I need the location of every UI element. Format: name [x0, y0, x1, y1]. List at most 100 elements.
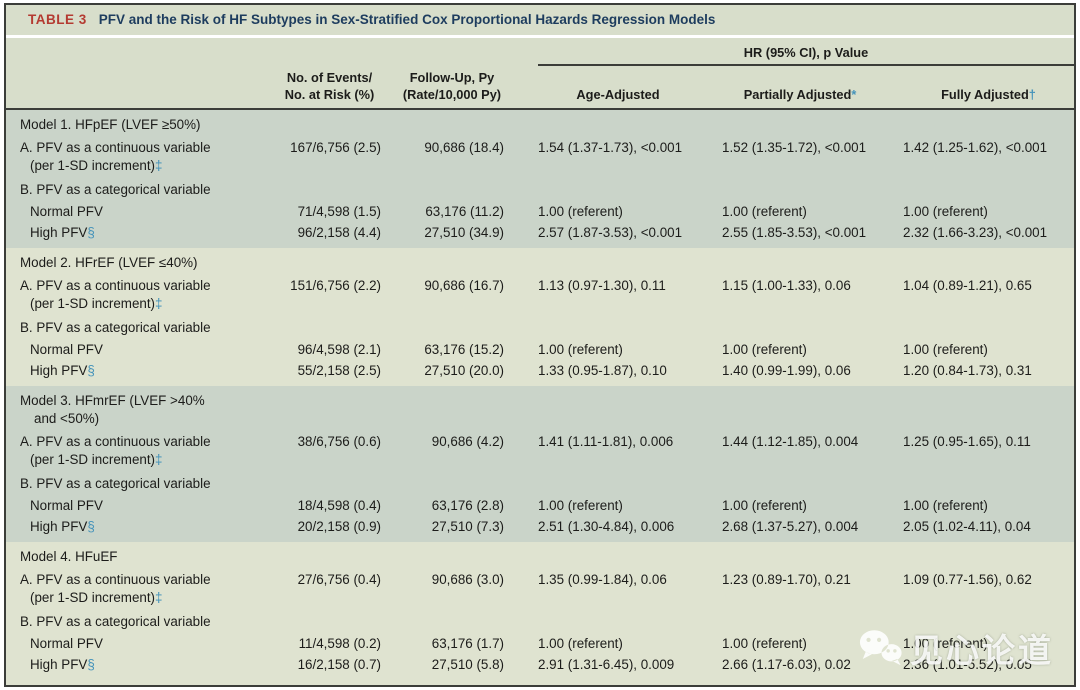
model-block: Model 3. HFmrEF (LVEF >40% and <50%) A. PF… [6, 386, 1074, 542]
table-row: B. PFV as a categorical variable [6, 181, 1074, 199]
column-header-events: No. of Events/ No. at Risk (%) [268, 69, 391, 108]
normal-pfv-label-cell: Normal PFV [6, 497, 268, 515]
categorical-label: B. PFV as a categorical variable [20, 476, 211, 491]
events-cell: 18/4,598 (0.4) [297, 498, 381, 513]
table-row: High PFV§ 16/2,158 (0.7) 27,510 (5.8) 2.91 … [6, 656, 1074, 680]
continuous-label: A. PFV as a continuous variable [20, 434, 211, 449]
high-pfv-label: High PFV [30, 363, 88, 378]
followup-cell: 27,510 (20.0) [424, 363, 504, 378]
continuous-label: A. PFV as a continuous variable [20, 278, 211, 293]
hr-group-header: HR (95% CI), p Value [538, 44, 1074, 66]
continuous-sublabel-line: (per 1-SD increment)‡ [20, 589, 268, 607]
table-frame: TABLE 3 PFV and the Risk of HF Subtypes … [4, 3, 1076, 687]
model-title-line: Model 4. HFuEF [20, 549, 118, 564]
header-body-rule [6, 108, 1074, 110]
hr-full-cell: 2.36 (1.01-5.52), 0.05 [903, 657, 1032, 672]
continuous-label-cell: A. PFV as a continuous variable (per 1-SD… [6, 139, 268, 175]
table-row: B. PFV as a categorical variable [6, 475, 1074, 493]
high-pfv-label-cell: High PFV§ [6, 224, 268, 242]
table-row: Normal PFV 71/4,598 (1.5) 63,176 (11.2) 1.0… [6, 203, 1074, 221]
continuous-sublabel-line: (per 1-SD increment)‡ [20, 451, 268, 469]
footnote-marker: § [87, 363, 95, 378]
column-header-partial-label: Partially Adjusted [743, 87, 852, 102]
hr-full-cell: 1.00 (referent) [903, 204, 988, 219]
normal-pfv-label-cell: Normal PFV [6, 635, 268, 653]
followup-cell: 27,510 (5.8) [431, 657, 504, 672]
hr-full-cell: 2.05 (1.02-4.11), 0.04 [903, 519, 1031, 534]
table-row: High PFV§ 55/2,158 (2.5) 27,510 (20.0) 1.33… [6, 362, 1074, 386]
footnote-marker: ‡ [155, 590, 163, 605]
column-header-age-adjusted: Age-Adjusted [513, 86, 698, 108]
hr-age-cell: 1.41 (1.11-1.81), 0.006 [538, 434, 674, 449]
categorical-label: B. PFV as a categorical variable [20, 182, 211, 197]
model-title-cell: Model 3. HFmrEF (LVEF >40% and <50%) [6, 392, 268, 428]
column-header-events-line1: No. of Events/ [286, 70, 373, 85]
events-cell: 38/6,756 (0.6) [297, 434, 381, 449]
followup-cell: 63,176 (11.2) [425, 204, 504, 219]
table-row: A. PFV as a continuous variable (per 1-SD… [6, 139, 1074, 175]
followup-cell: 63,176 (2.8) [431, 498, 504, 513]
events-cell: 151/6,756 (2.2) [290, 278, 381, 293]
column-header-age-label: Age-Adjusted [576, 87, 660, 102]
hr-partial-cell: 2.55 (1.85-3.53), <0.001 [722, 225, 867, 240]
followup-cell: 90,686 (18.4) [424, 140, 504, 155]
continuous-sublabel: (per 1-SD increment) [30, 452, 156, 467]
hr-age-cell: 1.35 (0.99-1.84), 0.06 [538, 572, 667, 587]
footnote-marker: § [87, 519, 95, 534]
events-cell: 16/2,158 (0.7) [297, 657, 381, 672]
hr-full-cell: 1.09 (0.77-1.56), 0.62 [903, 572, 1032, 587]
table-row: High PFV§ 20/2,158 (0.9) 27,510 (7.3) 2.51 … [6, 518, 1074, 542]
hr-partial-cell: 1.00 (referent) [722, 498, 807, 513]
hr-partial-cell: 1.00 (referent) [722, 342, 807, 357]
table-row: A. PFV as a continuous variable (per 1-SD… [6, 277, 1074, 313]
hr-full-cell: 1.00 (referent) [903, 342, 988, 357]
footnote-marker: † [1028, 87, 1036, 102]
table-number-label: TABLE 3 [28, 12, 87, 27]
footnote-marker: * [851, 87, 857, 102]
followup-cell: 63,176 (1.7) [431, 636, 504, 651]
table-row: Model 3. HFmrEF (LVEF >40% and <50%) [6, 386, 1074, 428]
continuous-label-cell: A. PFV as a continuous variable (per 1-SD… [6, 433, 268, 469]
followup-cell: 90,686 (3.0) [431, 572, 504, 587]
hr-age-cell: 1.00 (referent) [538, 204, 623, 219]
hr-age-cell: 1.00 (referent) [538, 342, 623, 357]
table-row: Normal PFV 11/4,598 (0.2) 63,176 (1.7) 1.00… [6, 635, 1074, 653]
footnote-marker: ‡ [155, 158, 163, 173]
hr-age-cell: 2.51 (1.30-4.84), 0.006 [538, 519, 675, 534]
footnote-marker: ‡ [155, 296, 163, 311]
model-block: Model 4. HFuEF A. PFV as a continuous var… [6, 542, 1074, 685]
table-row: Normal PFV 18/4,598 (0.4) 63,176 (2.8) 1.00… [6, 497, 1074, 515]
footnote-marker: § [87, 225, 95, 240]
hr-full-cell: 2.32 (1.66-3.23), <0.001 [903, 225, 1048, 240]
hr-partial-cell: 1.15 (1.00-1.33), 0.06 [722, 278, 851, 293]
events-cell: 96/4,598 (2.1) [297, 342, 381, 357]
hr-partial-cell: 1.00 (referent) [722, 636, 807, 651]
table-row: Model 2. HFrEF (LVEF ≤40%) [6, 248, 1074, 272]
hr-age-cell: 2.91 (1.31-6.45), 0.009 [538, 657, 675, 672]
column-header-full-label: Fully Adjusted [941, 87, 1029, 102]
hr-partial-cell: 1.44 (1.12-1.85), 0.004 [722, 434, 859, 449]
continuous-label: A. PFV as a continuous variable [20, 140, 211, 155]
high-pfv-label-cell: High PFV§ [6, 656, 268, 674]
table-row: Normal PFV 96/4,598 (2.1) 63,176 (15.2) 1.0… [6, 341, 1074, 359]
events-cell: 71/4,598 (1.5) [297, 204, 381, 219]
followup-cell: 90,686 (16.7) [424, 278, 504, 293]
hr-full-cell: 1.25 (0.95-1.65), 0.11 [903, 434, 1031, 449]
table-row: A. PFV as a continuous variable (per 1-SD… [6, 433, 1074, 469]
title-header-divider [6, 35, 1074, 38]
continuous-sublabel-line: (per 1-SD increment)‡ [20, 295, 268, 313]
continuous-sublabel: (per 1-SD increment) [30, 158, 156, 173]
hr-age-cell: 1.13 (0.97-1.30), 0.11 [538, 278, 666, 293]
normal-pfv-label: Normal PFV [30, 204, 103, 219]
table-row: High PFV§ 96/2,158 (4.4) 27,510 (34.9) 2.57… [6, 224, 1074, 248]
continuous-label-cell: A. PFV as a continuous variable (per 1-SD… [6, 571, 268, 607]
table-row: A. PFV as a continuous variable (per 1-SD… [6, 571, 1074, 607]
events-cell: 20/2,158 (0.9) [297, 519, 381, 534]
hr-full-cell: 1.00 (referent) [903, 636, 988, 651]
continuous-sublabel-line: (per 1-SD increment)‡ [20, 157, 268, 175]
hr-partial-cell: 1.40 (0.99-1.99), 0.06 [722, 363, 851, 378]
high-pfv-label-cell: High PFV§ [6, 518, 268, 536]
table-header: HR (95% CI), p Value No. of Events/ No. … [6, 38, 1074, 108]
hr-age-cell: 1.33 (0.95-1.87), 0.10 [538, 363, 667, 378]
hr-full-cell: 1.20 (0.84-1.73), 0.31 [903, 363, 1032, 378]
